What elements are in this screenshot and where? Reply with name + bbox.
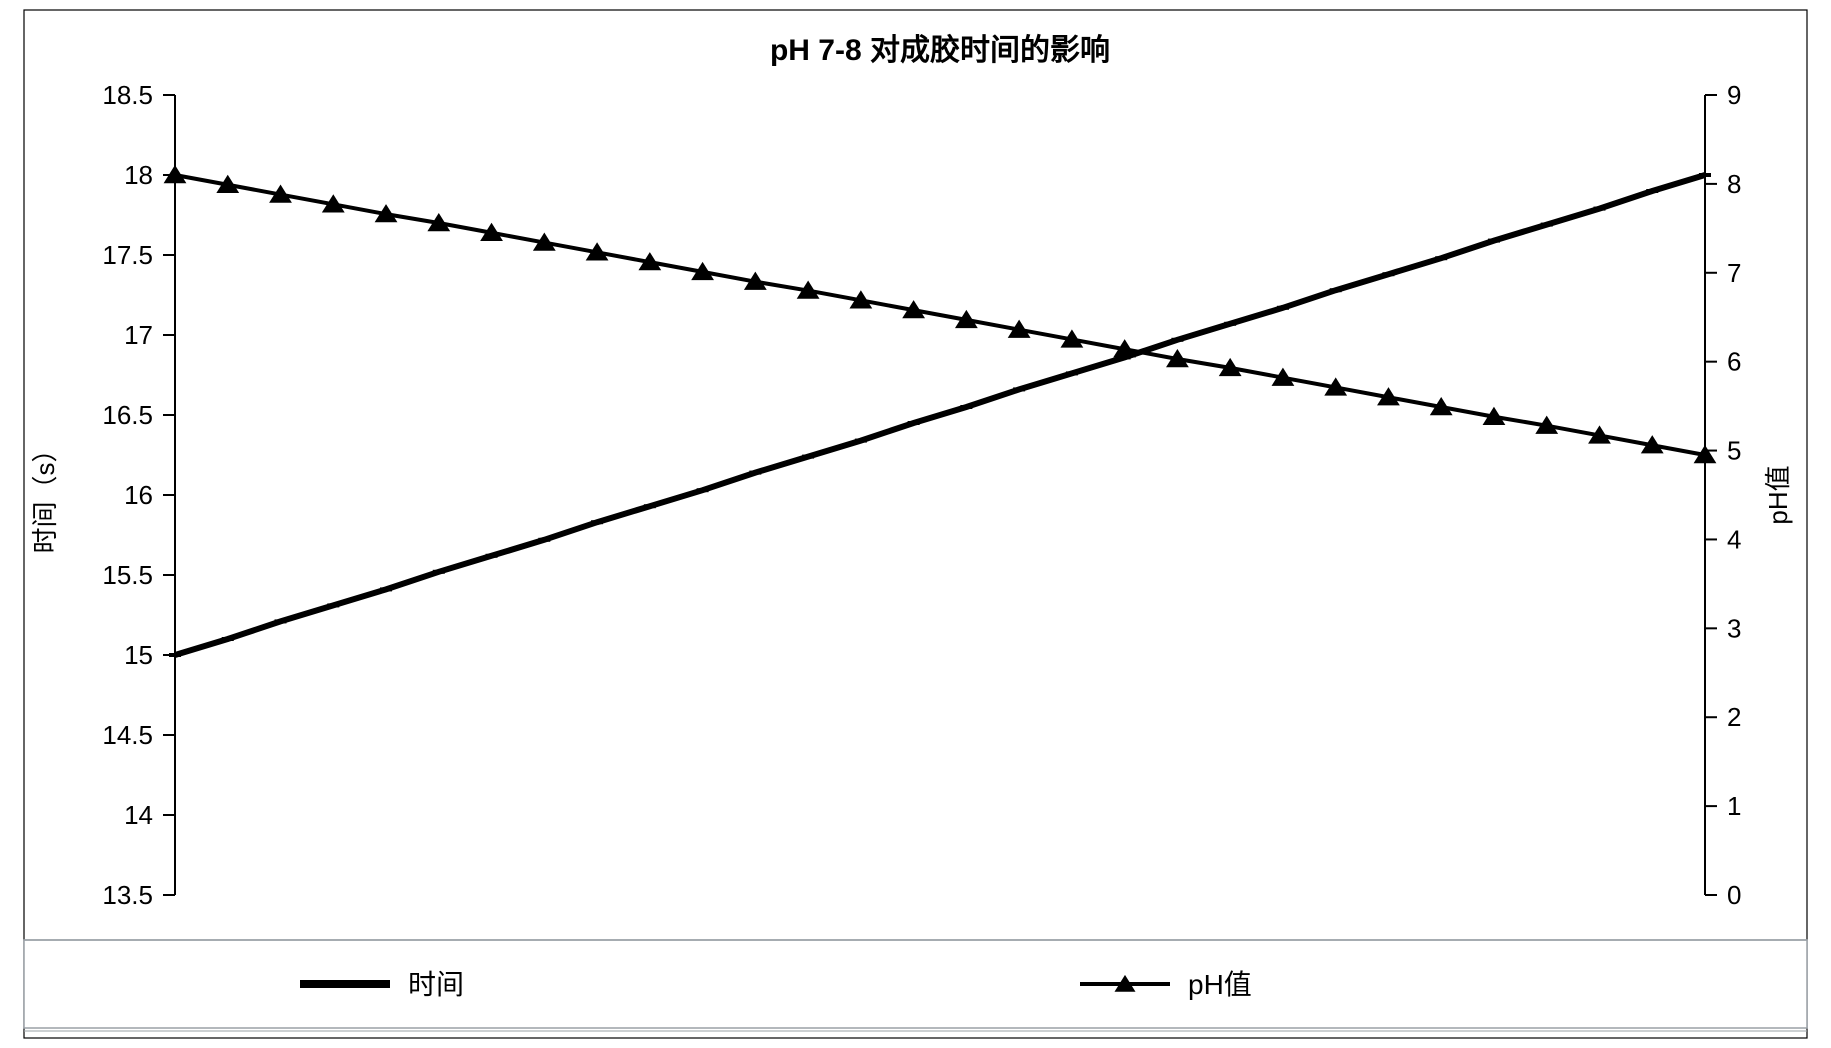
svg-text:13.5: 13.5 [102, 880, 153, 910]
svg-text:2: 2 [1727, 702, 1741, 732]
svg-text:15.5: 15.5 [102, 560, 153, 590]
svg-text:8: 8 [1727, 169, 1741, 199]
svg-text:pH 7-8 对成胶时间的影响: pH 7-8 对成胶时间的影响 [770, 33, 1110, 67]
svg-text:16: 16 [124, 480, 153, 510]
svg-text:7: 7 [1727, 258, 1741, 288]
svg-text:0: 0 [1727, 880, 1741, 910]
svg-text:3: 3 [1727, 613, 1741, 643]
svg-text:9: 9 [1727, 80, 1741, 110]
svg-text:14.5: 14.5 [102, 720, 153, 750]
svg-text:pH值: pH值 [1763, 465, 1793, 524]
svg-text:5: 5 [1727, 436, 1741, 466]
svg-text:17.5: 17.5 [102, 240, 153, 270]
chart-svg: pH 7-8 对成胶时间的影响13.51414.51515.51616.5171… [0, 0, 1831, 1048]
svg-text:1: 1 [1727, 791, 1741, 821]
svg-text:4: 4 [1727, 524, 1741, 554]
svg-text:6: 6 [1727, 347, 1741, 377]
svg-text:18.5: 18.5 [102, 80, 153, 110]
svg-text:17: 17 [124, 320, 153, 350]
svg-text:16.5: 16.5 [102, 400, 153, 430]
svg-text:pH值: pH值 [1188, 969, 1252, 1000]
svg-text:14: 14 [124, 800, 153, 830]
chart-container: pH 7-8 对成胶时间的影响13.51414.51515.51616.5171… [0, 0, 1831, 1048]
svg-text:时间: 时间 [408, 969, 464, 1000]
svg-text:时间（s）: 时间（s） [30, 436, 60, 553]
svg-text:18: 18 [124, 160, 153, 190]
svg-text:15: 15 [124, 640, 153, 670]
